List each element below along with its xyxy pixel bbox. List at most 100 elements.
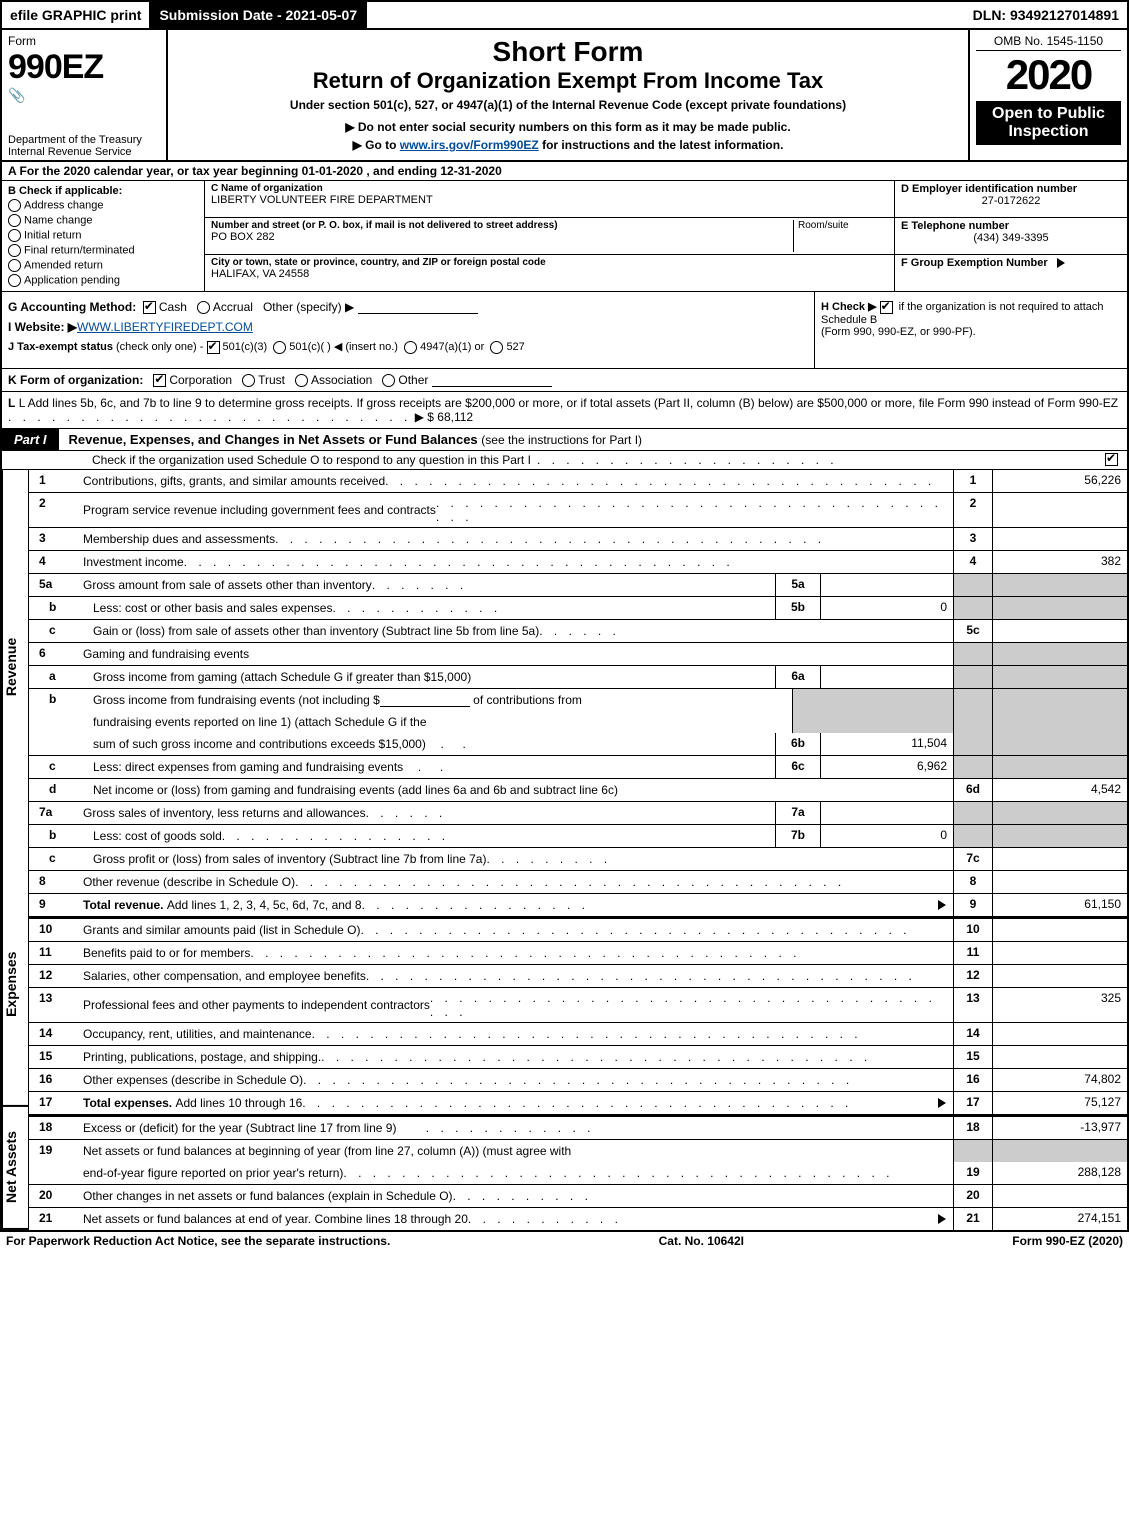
row-j: J Tax-exempt status (check only one) - 5…: [8, 340, 808, 354]
line-19-part2: end-of-year figure reported on prior yea…: [29, 1162, 1127, 1185]
line-11-value: [992, 942, 1127, 964]
part-1-tag: Part I: [2, 429, 59, 450]
subtitle: Under section 501(c), 527, or 4947(a)(1)…: [174, 98, 962, 112]
form-label: Form: [8, 34, 160, 48]
line-20: 20 Other changes in net assets or fund b…: [29, 1185, 1127, 1208]
line-1-value: 56,226: [992, 470, 1127, 492]
city-value: HALIFAX, VA 24558: [211, 268, 888, 280]
line-6b-part1: b Gross income from fundraising events (…: [29, 689, 1127, 711]
section-d: D Employer identification number 27-0172…: [895, 181, 1127, 218]
initial-return-radio[interactable]: [8, 229, 21, 242]
address-change-radio[interactable]: [8, 199, 21, 212]
corporation-checkbox[interactable]: [153, 374, 166, 387]
line-19-value: 288,128: [992, 1162, 1127, 1184]
website-link[interactable]: WWW.LIBERTYFIREDEPT.COM: [77, 320, 253, 334]
final-return-radio[interactable]: [8, 244, 21, 257]
schedule-o-checkbox[interactable]: [1105, 453, 1118, 466]
line-4-value: 382: [992, 551, 1127, 573]
form-ref: Form 990-EZ (2020): [1012, 1234, 1123, 1248]
page-footer: For Paperwork Reduction Act Notice, see …: [0, 1232, 1129, 1250]
accrual-radio[interactable]: [197, 301, 210, 314]
street-value: PO BOX 282: [211, 231, 793, 243]
paperwork-notice: For Paperwork Reduction Act Notice, see …: [6, 1234, 390, 1248]
line-5b-value: 0: [820, 597, 953, 619]
line-5c-value: [992, 620, 1127, 642]
line-6b-part3: sum of such gross income and contributio…: [29, 733, 1127, 756]
line-7c: c Gross profit or (loss) from sales of i…: [29, 848, 1127, 871]
line-18-value: -13,977: [992, 1117, 1127, 1139]
line-6b-part2: fundraising events reported on line 1) (…: [29, 711, 1127, 733]
line-6c: c Less: direct expenses from gaming and …: [29, 756, 1127, 779]
revenue-vert-label: Revenue: [2, 470, 29, 863]
other-radio[interactable]: [382, 374, 395, 387]
line-8: 8 Other revenue (describe in Schedule O)…: [29, 871, 1127, 894]
line-15-value: [992, 1046, 1127, 1068]
line-19-part1: 19 Net assets or fund balances at beginn…: [29, 1140, 1127, 1162]
line-5a: 5a Gross amount from sale of assets othe…: [29, 574, 1127, 597]
goto-link: ▶ Go to www.irs.gov/Form990EZ for instru…: [174, 138, 962, 152]
irs-link[interactable]: www.irs.gov/Form990EZ: [400, 138, 539, 152]
line-9-value: 61,150: [992, 894, 1127, 916]
section-c: C Name of organization LIBERTY VOLUNTEER…: [205, 181, 895, 291]
line-7b-value: 0: [820, 825, 953, 847]
warning-ssn: ▶ Do not enter social security numbers o…: [174, 120, 962, 134]
line-7b: b Less: cost of goods sold. . . . . . . …: [29, 825, 1127, 848]
line-3-value: [992, 528, 1127, 550]
4947-radio[interactable]: [404, 341, 417, 354]
catalog-number: Cat. No. 10642I: [659, 1234, 744, 1248]
form-header: Form 990EZ 📎 Department of the Treasury …: [0, 30, 1129, 162]
line-9: 9 Total revenue. Add lines 1, 2, 3, 4, 5…: [29, 894, 1127, 917]
triangle-icon: [938, 1214, 946, 1224]
association-radio[interactable]: [295, 374, 308, 387]
form-number: 990EZ: [8, 48, 160, 87]
row-a-tax-year: A For the 2020 calendar year, or tax yea…: [0, 162, 1129, 181]
efile-print[interactable]: efile GRAPHIC print: [2, 2, 151, 28]
line-7a: 7a Gross sales of inventory, less return…: [29, 802, 1127, 825]
line-2: 2 Program service revenue including gove…: [29, 493, 1127, 528]
street-label: Number and street (or P. O. box, if mail…: [211, 220, 793, 231]
line-6d-value: 4,542: [992, 779, 1127, 801]
501c-radio[interactable]: [273, 341, 286, 354]
line-8-value: [992, 871, 1127, 893]
line-1: 1 Contributions, gifts, grants, and simi…: [29, 470, 1127, 493]
line-7a-value: [820, 802, 953, 824]
line-21-value: 274,151: [992, 1208, 1127, 1230]
line-16: 16 Other expenses (describe in Schedule …: [29, 1069, 1127, 1092]
cash-checkbox[interactable]: [143, 301, 156, 314]
line-5c: c Gain or (loss) from sale of assets oth…: [29, 620, 1127, 643]
line-5a-value: [820, 574, 953, 596]
top-bar: efile GRAPHIC print Submission Date - 20…: [0, 0, 1129, 30]
name-change-radio[interactable]: [8, 214, 21, 227]
line-7c-value: [992, 848, 1127, 870]
row-l: L L Add lines 5b, 6c, and 7b to line 9 t…: [0, 392, 1129, 429]
line-13: 13 Professional fees and other payments …: [29, 988, 1127, 1023]
527-radio[interactable]: [490, 341, 503, 354]
line-6a-value: [820, 666, 953, 688]
schedule-b-checkbox[interactable]: [880, 301, 893, 314]
line-16-value: 74,802: [992, 1069, 1127, 1091]
row-h: H Check ▶ if the organization is not req…: [814, 292, 1127, 368]
dept-treasury: Department of the Treasury Internal Reve…: [8, 134, 142, 158]
row-k: K Form of organization: Corporation Trus…: [0, 369, 1129, 392]
line-21: 21 Net assets or fund balances at end of…: [29, 1208, 1127, 1230]
line-10: 10 Grants and similar amounts paid (list…: [29, 917, 1127, 942]
amended-return-radio[interactable]: [8, 259, 21, 272]
line-13-value: 325: [992, 988, 1127, 1022]
part-1-header: Part I Revenue, Expenses, and Changes in…: [0, 429, 1129, 451]
gh-block: G Accounting Method: Cash Accrual Other …: [0, 292, 1129, 369]
501c3-checkbox[interactable]: [207, 341, 220, 354]
application-pending-radio[interactable]: [8, 274, 21, 287]
triangle-icon: [1057, 258, 1065, 268]
line-11: 11 Benefits paid to or for members. . . …: [29, 942, 1127, 965]
part-1-table: Revenue Expenses Net Assets 1 Contributi…: [0, 470, 1129, 1232]
title-short-form: Short Form: [174, 36, 962, 68]
line-4: 4 Investment income. . . . . . . . . . .…: [29, 551, 1127, 574]
trust-radio[interactable]: [242, 374, 255, 387]
line-5b: b Less: cost or other basis and sales ex…: [29, 597, 1127, 620]
line-6c-value: 6,962: [820, 756, 953, 778]
row-i: I Website: ▶WWW.LIBERTYFIREDEPT.COM: [8, 320, 808, 334]
row-g: G Accounting Method: Cash Accrual Other …: [8, 300, 808, 314]
schedule-o-check-row: Check if the organization used Schedule …: [0, 451, 1129, 470]
expenses-vert-label: Expenses: [2, 863, 29, 1107]
section-f: F Group Exemption Number: [895, 255, 1127, 291]
